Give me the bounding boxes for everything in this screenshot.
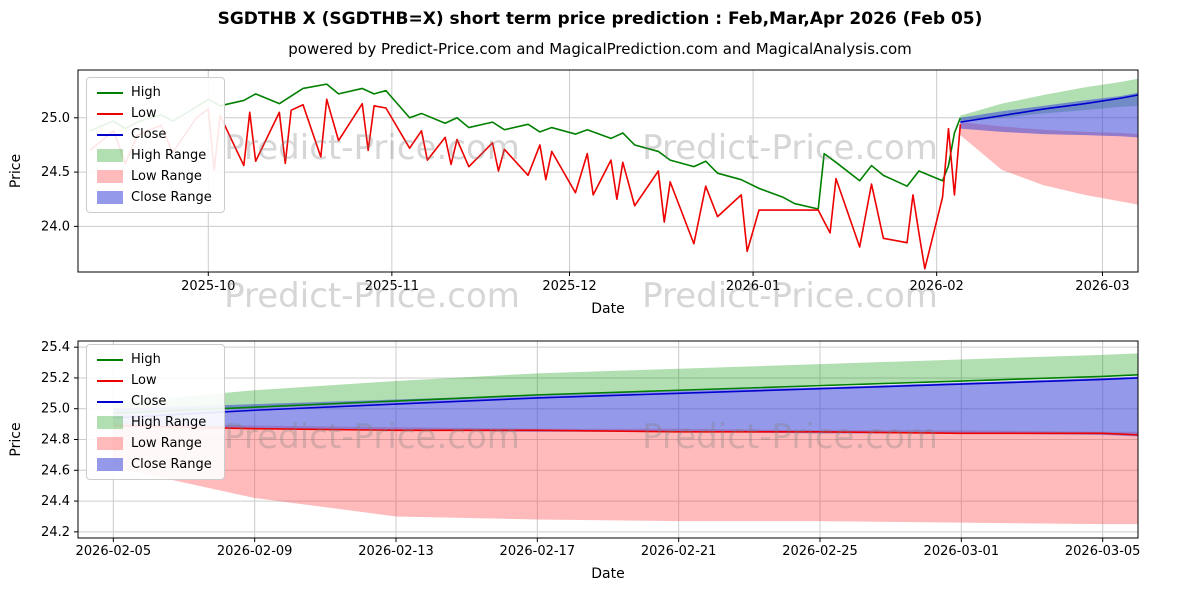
legend-line-swatch-high xyxy=(97,91,123,94)
x-tick-label: 2026-02-09 xyxy=(217,544,293,559)
legend-patch-swatch-close_range xyxy=(97,458,123,471)
x-tick-label: 2026-03-01 xyxy=(924,544,1000,559)
series-line-close xyxy=(113,377,1139,419)
legend-patch-swatch-close_range xyxy=(97,191,123,204)
legend-patch-swatch-high_range xyxy=(97,416,123,429)
legend-item: Low Range xyxy=(97,169,212,184)
legend-label: Close xyxy=(131,394,167,409)
legend-item: Low xyxy=(97,106,212,121)
legend-item: Close Range xyxy=(97,457,212,472)
legend-line-swatch-low xyxy=(97,379,123,382)
legend-top-chart: High Low Close High Range Low Range Close Ran… xyxy=(86,77,225,213)
legend-bottom-chart: High Low Close High Range Low Range Close Ran… xyxy=(86,344,225,480)
legend-line-swatch-low xyxy=(97,112,123,115)
band-low_range xyxy=(960,122,1138,205)
legend-label: High xyxy=(131,352,161,367)
x-tick-label: 2026-02-05 xyxy=(76,544,152,559)
x-tick-label: 2026-02-21 xyxy=(641,544,717,559)
legend-patch-swatch-low_range xyxy=(97,437,123,450)
legend-label: High xyxy=(131,85,161,100)
chart-1: 2026-02-05 2026-02-09 2026-02-13 2026-02-17… xyxy=(8,340,1140,582)
legend-line-swatch-close xyxy=(97,400,123,403)
x-tick-label: 2025-11 xyxy=(365,279,419,294)
x-tick-label: 2026-02 xyxy=(909,279,963,294)
legend-label: Low xyxy=(131,373,157,388)
legend-line-swatch-close xyxy=(97,133,123,136)
legend-label: Close xyxy=(131,127,167,142)
legend-label: High Range xyxy=(131,148,207,163)
y-tick-label: 24.5 xyxy=(41,165,70,180)
series-line-low xyxy=(89,98,962,270)
y-tick-label: 24.4 xyxy=(41,494,70,509)
y-axis-label: Price xyxy=(8,154,24,188)
legend-patch-swatch-low_range xyxy=(97,170,123,183)
legend-item: Close Range xyxy=(97,190,212,205)
legend-label: High Range xyxy=(131,415,207,430)
band-low_range xyxy=(113,422,1138,525)
chart-subtitle: powered by Predict-Price.com and Magical… xyxy=(288,40,912,58)
legend-label: Low xyxy=(131,106,157,121)
y-tick-label: 25.0 xyxy=(41,111,70,126)
legend-label: Close Range xyxy=(131,190,212,205)
legend-item: High Range xyxy=(97,148,212,163)
y-tick-label: 25.0 xyxy=(41,402,70,417)
y-tick-label: 24.8 xyxy=(41,433,70,448)
x-tick-label: 2026-02-25 xyxy=(782,544,858,559)
legend-item: Low Range xyxy=(97,436,212,451)
legend-item: High xyxy=(97,352,212,367)
legend-item: Close xyxy=(97,127,212,142)
series-line-high xyxy=(113,374,1139,415)
x-tick-label: 2026-01 xyxy=(726,279,780,294)
x-axis-label: Date xyxy=(591,566,624,582)
legend-label: Low Range xyxy=(131,169,202,184)
x-axis-label: Date xyxy=(591,301,624,317)
y-tick-label: 25.4 xyxy=(41,340,70,355)
legend-line-swatch-high xyxy=(97,358,123,361)
series-line-low xyxy=(113,424,1139,436)
x-tick-label: 2026-02-17 xyxy=(500,544,576,559)
legend-label: Low Range xyxy=(131,436,202,451)
legend-item: Low xyxy=(97,373,212,388)
legend-item: High xyxy=(97,85,212,100)
band-close_range xyxy=(960,92,1138,138)
legend-item: Close xyxy=(97,394,212,409)
x-tick-label: 2026-02-13 xyxy=(358,544,434,559)
chart-0: 2025-10 2025-11 2025-12 2026-01 2026-02 2026-… xyxy=(8,69,1139,317)
y-tick-label: 25.2 xyxy=(41,371,70,386)
x-tick-label: 2025-12 xyxy=(542,279,596,294)
legend-patch-swatch-high_range xyxy=(97,149,123,162)
legend-item: High Range xyxy=(97,415,212,430)
y-tick-label: 24.2 xyxy=(41,525,70,540)
x-tick-label: 2026-03 xyxy=(1075,279,1129,294)
chart-title: SGDTHB X (SGDTHB=X) short term price pre… xyxy=(217,9,983,29)
band-close_range xyxy=(113,376,1138,437)
series-line-high xyxy=(89,83,962,210)
x-tick-label: 2026-03-05 xyxy=(1065,544,1141,559)
y-axis-label: Price xyxy=(8,422,24,456)
series-line-close xyxy=(960,94,1139,123)
y-tick-label: 24.0 xyxy=(41,219,70,234)
y-tick-label: 24.6 xyxy=(41,463,70,478)
plot-border xyxy=(77,69,1139,273)
band-high_range xyxy=(113,353,1138,414)
x-tick-label: 2025-10 xyxy=(181,279,235,294)
legend-label: Close Range xyxy=(131,457,212,472)
